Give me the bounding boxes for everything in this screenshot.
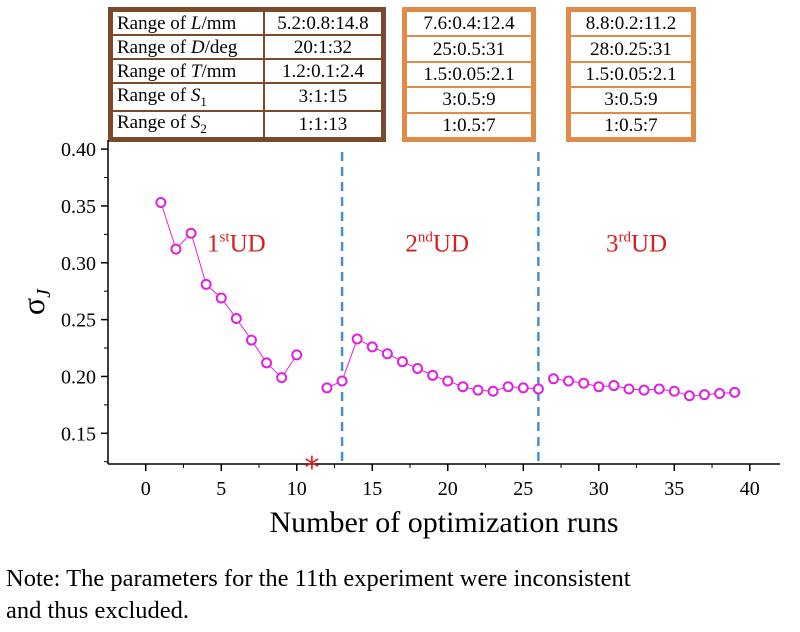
- table-1-value: 5.2:0.8:14.8: [262, 9, 384, 37]
- data-point: [336, 375, 348, 387]
- x-tick-label: 20: [438, 478, 458, 500]
- x-tick-label: 25: [513, 478, 533, 500]
- data-point: [412, 363, 424, 375]
- region-label: 3rdUD: [606, 229, 667, 257]
- data-point: [623, 383, 635, 395]
- data-point: [729, 386, 741, 398]
- data-point: [230, 312, 242, 324]
- excluded-run-marker: *: [304, 451, 319, 486]
- y-tick-label: 0.30: [61, 253, 96, 275]
- table-3-value: 8.8:0.2:11.2: [569, 9, 693, 38]
- table-1-value: 1:1:13: [262, 109, 384, 140]
- sigma-chart: 0 5 10 15 20 25 30 35 40 0.15 0.20 0.25 0.30 0.35 0.40…: [15, 139, 780, 539]
- footnote: Note: The parameters for the 11th experi…: [6, 563, 796, 627]
- data-point: [532, 383, 544, 395]
- data-point: [547, 373, 559, 385]
- y-tick-label: 0.35: [61, 196, 96, 218]
- y-axis-label: σJ: [15, 288, 55, 315]
- figure: Range of L/mm 5.2:0.8:14.8 Range of D/de…: [15, 7, 780, 539]
- data-point: [683, 390, 695, 402]
- data-point: [517, 382, 529, 394]
- data-point: [215, 292, 227, 304]
- y-tick-label: 0.40: [61, 139, 96, 161]
- data-point: [593, 381, 605, 393]
- table-1-value: 3:1:15: [262, 82, 384, 112]
- x-tick-label: 30: [589, 478, 609, 500]
- y-tick-label: 0.15: [61, 423, 96, 445]
- data-point: [351, 333, 363, 345]
- range-table-1: Range of L/mm 5.2:0.8:14.8 Range of D/de…: [108, 7, 386, 142]
- data-point: [638, 384, 650, 396]
- data-point: [261, 357, 273, 369]
- table-1-value: 20:1:32: [262, 34, 384, 61]
- x-axis-label: Number of optimization runs: [269, 506, 618, 539]
- data-point: [366, 341, 378, 353]
- x-tick-label: 0: [141, 478, 151, 500]
- data-point: [200, 278, 212, 290]
- data-point: [668, 385, 680, 397]
- data-point: [245, 334, 257, 346]
- data-point: [276, 372, 288, 384]
- data-point: [442, 375, 454, 387]
- data-point: [608, 380, 620, 392]
- table-1-value: 1.2:0.1:2.4: [262, 58, 384, 85]
- table-1-label-s1: Range of S1: [111, 82, 265, 112]
- data-point: [381, 348, 393, 360]
- footnote-line-1: Note: The parameters for the 11th experi…: [6, 565, 631, 592]
- data-point: [185, 227, 197, 239]
- data-point: [698, 389, 710, 401]
- data-point: [457, 381, 469, 393]
- table-3-value: 28:0.25:31: [569, 35, 693, 63]
- data-point: [563, 375, 575, 387]
- table-1-label-l: Range of L/mm: [111, 9, 265, 37]
- data-point: [472, 384, 484, 396]
- table-2-value: 3:0.5:9: [405, 86, 533, 114]
- data-point: [170, 243, 182, 255]
- table-2-value: 1.5:0.05:2.1: [405, 60, 533, 89]
- data-point: [487, 385, 499, 397]
- data-point: [714, 388, 726, 400]
- data-point: [653, 383, 665, 395]
- range-table-2: 7.6:0.4:12.4 25:0.5:31 1.5:0.05:2.1 3:0.…: [402, 7, 536, 142]
- x-tick-label: 15: [362, 478, 382, 500]
- region-label: 1stUD: [207, 229, 266, 257]
- table-1-label-s2: Range of S2: [111, 109, 265, 140]
- table-2-value: 1:0.5:7: [405, 111, 533, 140]
- data-point: [396, 356, 408, 368]
- x-tick-label: 35: [664, 478, 684, 500]
- y-tick-label: 0.20: [61, 366, 96, 388]
- data-point: [427, 369, 439, 381]
- data-point: [155, 197, 167, 209]
- y-tick-label: 0.25: [61, 310, 96, 332]
- x-tick-label: 40: [740, 478, 760, 500]
- data-point: [291, 349, 303, 361]
- data-point: [321, 382, 333, 394]
- table-3-value: 3:0.5:9: [569, 86, 693, 114]
- region-label: 2ndUD: [405, 229, 469, 257]
- table-3-value: 1.5:0.05:2.1: [569, 60, 693, 89]
- series-line: [160, 202, 298, 379]
- data-point: [502, 381, 514, 393]
- x-tick-label: 5: [216, 478, 226, 500]
- table-1-label-d: Range of D/deg: [111, 34, 265, 61]
- table-1-label-t: Range of T/mm: [111, 58, 265, 85]
- table-2-value: 7.6:0.4:12.4: [405, 9, 533, 38]
- table-3-value: 1:0.5:7: [569, 111, 693, 140]
- data-point: [578, 377, 590, 389]
- table-2-value: 25:0.5:31: [405, 35, 533, 63]
- range-table-3: 8.8:0.2:11.2 28:0.25:31 1.5:0.05:2.1 3:0…: [566, 7, 696, 142]
- x-tick-label: 10: [287, 478, 307, 500]
- footnote-line-2: and thus excluded.: [6, 596, 190, 624]
